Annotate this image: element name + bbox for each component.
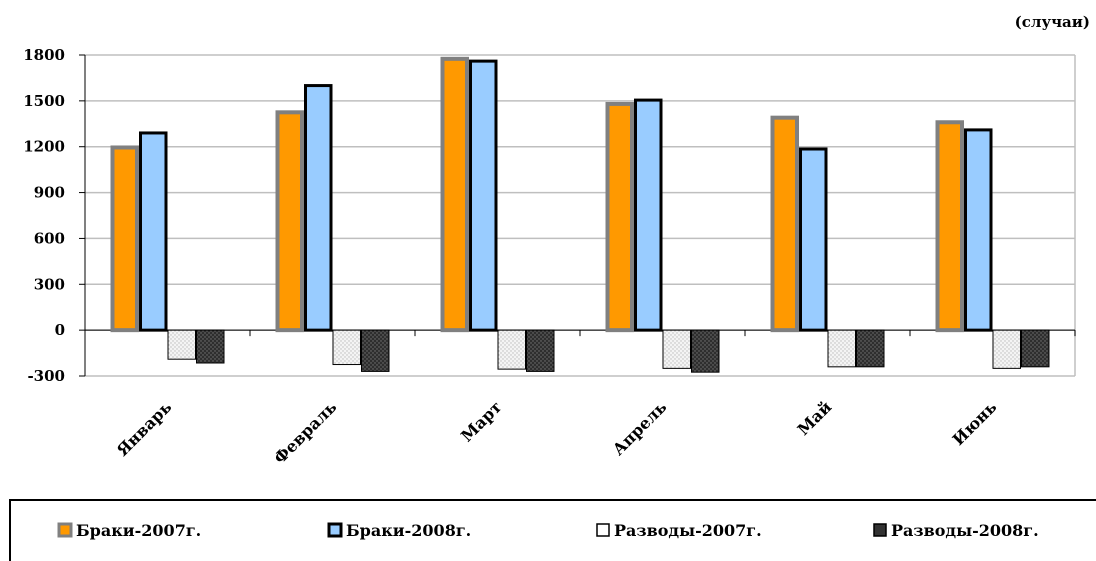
bar <box>196 329 225 364</box>
bar <box>634 98 663 332</box>
y-axis: 1800 1500 1200 900 600 300 0 -300 <box>23 46 86 385</box>
bar <box>167 329 196 360</box>
category-label: Апрель <box>609 397 671 459</box>
bar <box>526 329 555 372</box>
category-label: Январь <box>113 397 176 460</box>
bar <box>469 59 498 332</box>
bar <box>662 329 691 369</box>
y-tick-label: 300 <box>34 275 65 293</box>
bar <box>275 110 304 333</box>
y-tick-label: 1800 <box>23 46 65 64</box>
legend-swatch <box>596 523 610 537</box>
bar <box>440 56 469 333</box>
legend-swatch <box>327 522 343 538</box>
bar <box>770 115 799 333</box>
legend-swatch <box>873 523 887 537</box>
legend-swatch <box>57 522 73 538</box>
bar <box>139 131 168 332</box>
unit-label: (случаи) <box>1015 13 1090 31</box>
legend-label: Разводы-2008г. <box>891 521 1039 540</box>
category-label: Март <box>457 397 505 445</box>
bar <box>497 329 526 370</box>
bar <box>691 329 720 373</box>
bar <box>856 329 885 368</box>
bar <box>110 145 139 333</box>
y-tick-label: 1500 <box>23 92 65 110</box>
x-axis <box>84 329 1076 337</box>
category-label: Май <box>794 397 836 439</box>
bar <box>332 329 361 366</box>
bar <box>605 101 634 333</box>
bar <box>1021 329 1050 368</box>
bars <box>110 56 1050 373</box>
bar <box>799 147 828 332</box>
legend-box <box>9 499 1096 561</box>
bar <box>992 329 1021 369</box>
y-tick-label: 600 <box>34 229 65 247</box>
y-tick-label: 0 <box>55 321 65 339</box>
y-tick-label: -300 <box>27 367 65 385</box>
bar <box>304 84 333 332</box>
legend-label: Браки-2008г. <box>346 521 471 540</box>
y-tick-label: 900 <box>34 184 65 202</box>
bar <box>964 128 993 332</box>
category-labels: Январь Февраль Март Апрель Май Июнь <box>113 397 1001 467</box>
category-label: Февраль <box>270 397 340 467</box>
y-grid <box>85 54 1076 377</box>
bar <box>827 329 856 368</box>
bar <box>935 120 964 333</box>
bar <box>361 329 390 372</box>
legend-label: Браки-2007г. <box>76 521 201 540</box>
y-tick-label: 1200 <box>23 138 65 156</box>
legend-label: Разводы-2007г. <box>614 521 762 540</box>
legend: Браки-2007г. Браки-2008г. Разводы-2007г. Ра… <box>57 521 1039 540</box>
category-label: Июнь <box>949 397 1001 449</box>
